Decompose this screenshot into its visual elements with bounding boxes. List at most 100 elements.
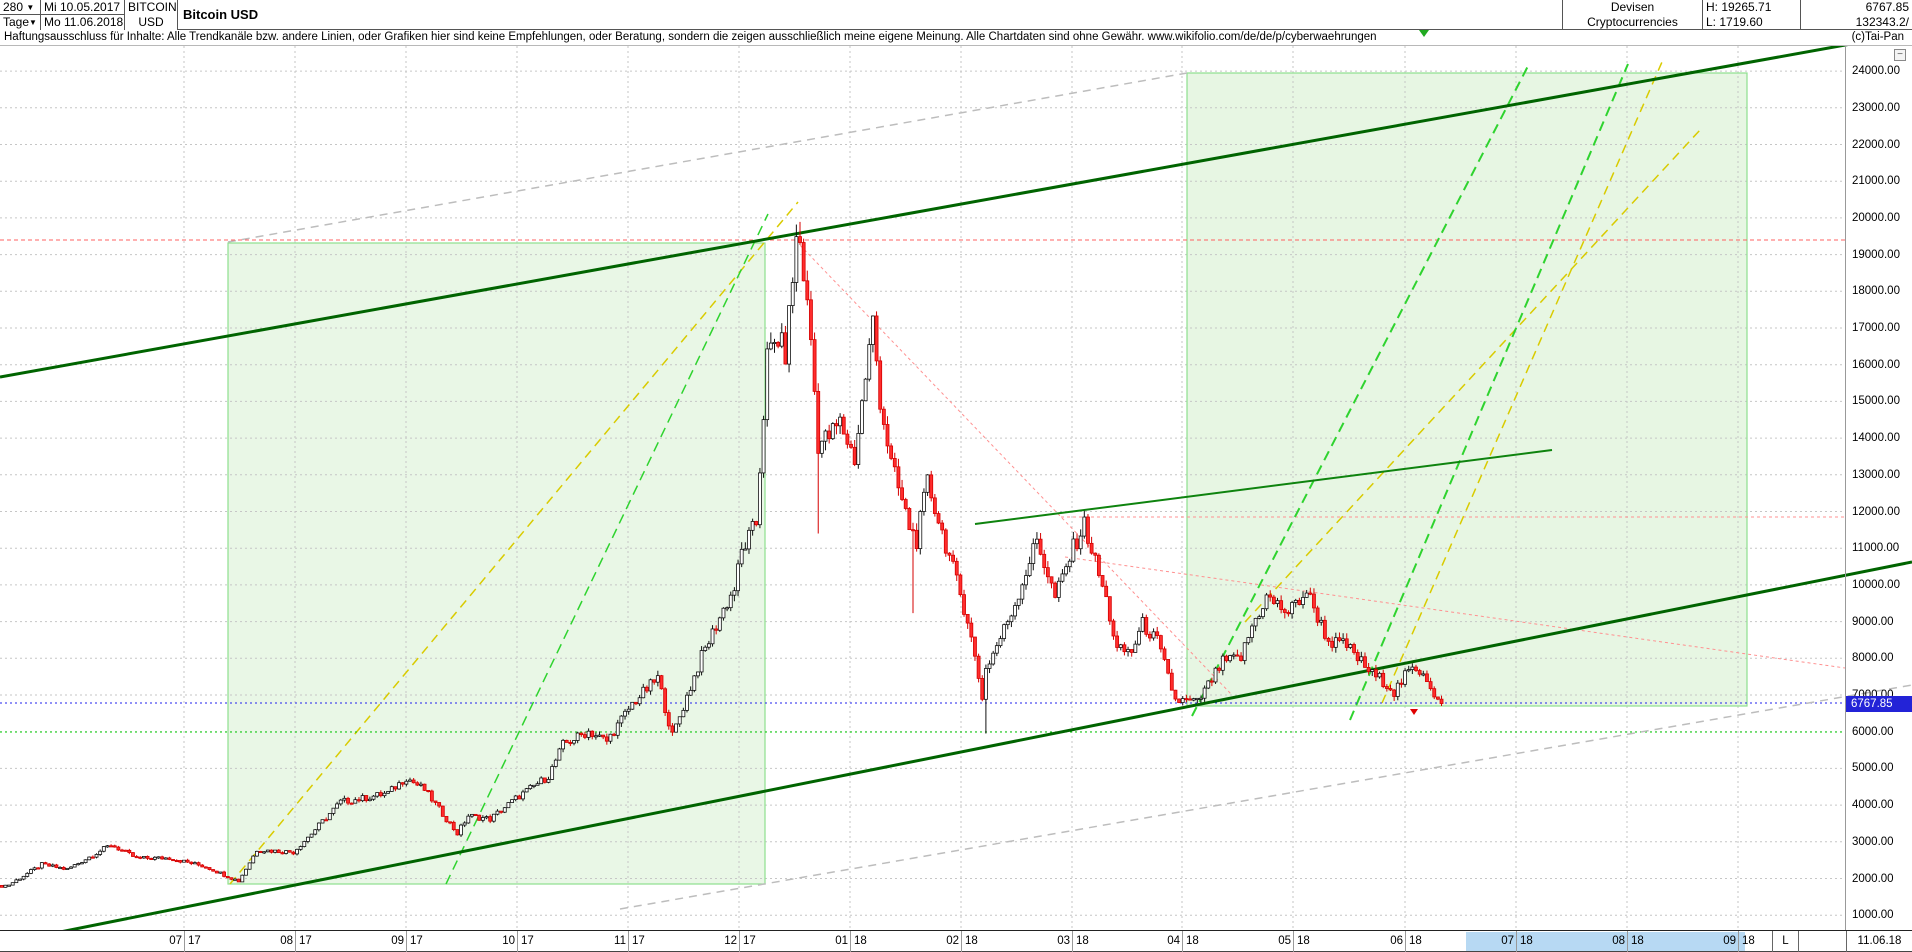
disclaimer-text: Haftungsausschluss für Inhalte: Alle Tre… <box>0 30 1912 46</box>
trend-zone-2018-border <box>1186 72 1748 707</box>
x-axis-tick <box>1072 931 1073 952</box>
date-to[interactable]: Mo 11.06.2018 <box>44 15 124 29</box>
gray-dashed-lower[interactable] <box>619 684 1912 910</box>
green-signal-triangle-icon <box>1419 30 1429 37</box>
x-axis-tick <box>850 931 851 952</box>
x-axis-month-label: 09 <box>1723 935 1736 947</box>
channel-lower-thick[interactable] <box>0 560 1912 944</box>
y-axis-label: 19000.00 <box>1852 248 1900 261</box>
x-axis-month-label: 11 <box>614 935 626 947</box>
x-axis-year-label: 17 <box>632 935 645 947</box>
y-axis-label: 14000.00 <box>1852 432 1900 445</box>
resistance-green-mid[interactable] <box>974 449 1553 525</box>
x-axis-month-label: 01 <box>835 935 848 947</box>
x-axis-year-label: 18 <box>1742 935 1755 947</box>
y-axis-label: 18000.00 <box>1852 285 1900 298</box>
y-axis-label: 21000.00 <box>1852 175 1900 188</box>
symbol-cell[interactable]: BITCOIN USD <box>125 0 178 30</box>
y-axis-label: 16000.00 <box>1852 358 1900 371</box>
bars-count-value: 280 <box>3 0 24 14</box>
x-axis-tick <box>517 931 518 952</box>
yellow-dashed-right-2[interactable] <box>1381 61 1663 704</box>
trend-zone-2017-border <box>227 242 766 885</box>
y-axis-label: 10000.00 <box>1852 578 1900 591</box>
date-from[interactable]: Mi 10.05.2017 <box>41 0 124 15</box>
y-axis-label: 1000.00 <box>1852 909 1894 922</box>
green-dashed-right-2[interactable] <box>1349 63 1629 721</box>
y-axis-label: 13000.00 <box>1852 468 1900 481</box>
y-axis-label: 15000.00 <box>1852 395 1900 408</box>
gray-dashed-upper[interactable] <box>227 72 1188 243</box>
last-bar-marker: L <box>1772 931 1799 952</box>
x-axis-month-label: 07 <box>169 935 182 947</box>
x-axis-month-label: 04 <box>1167 935 1180 947</box>
y-axis-label: 17000.00 <box>1852 322 1900 334</box>
category-group: Devisen <box>1610 0 1655 14</box>
x-axis-tick <box>184 931 185 952</box>
watermark-tai-pan: (c)Tai-Pan <box>1851 31 1904 43</box>
collapse-icon[interactable]: − <box>1894 49 1906 61</box>
x-axis-month-label: 05 <box>1278 935 1291 947</box>
x-axis-month-label: 10 <box>502 935 515 947</box>
yellow-dashed-right-1[interactable] <box>1244 129 1701 623</box>
chevron-down-icon: ▼ <box>29 18 37 27</box>
x-axis-month-label: 07 <box>1501 935 1514 947</box>
x-axis-year-label: 17 <box>521 935 534 947</box>
x-axis-tick <box>1516 931 1517 952</box>
high-low-cell: H: 19265.71 L: 1719.60 <box>1702 0 1800 30</box>
red-dashed-diag-shallow[interactable] <box>1064 556 1845 669</box>
period-dropdown[interactable]: Tage▼ <box>0 15 40 30</box>
range-high: H: 19265.71 <box>1706 0 1772 14</box>
x-axis-year-label: 17 <box>188 935 201 947</box>
last-price-cell: 6767.85 132343.2/ <box>1800 0 1912 30</box>
end-date-label: 11.06.18 <box>1846 931 1912 952</box>
symbol-currency: USD <box>138 15 164 29</box>
x-axis-tick <box>1182 931 1183 952</box>
x-axis-year-label: 18 <box>1297 935 1310 947</box>
y-axis-label: 3000.00 <box>1852 835 1894 848</box>
x-axis-tick <box>1293 931 1294 952</box>
category-cell: Devisen Cryptocurrencies <box>1562 0 1702 30</box>
red-signal-triangle-icon <box>1410 709 1418 715</box>
x-axis-year-label: 18 <box>1520 935 1533 947</box>
x-axis-year-label: 18 <box>1409 935 1422 947</box>
y-axis-label: 2000.00 <box>1852 872 1894 885</box>
x-axis-month-label: 08 <box>1612 935 1625 947</box>
y-axis-label: 6000.00 <box>1852 725 1894 738</box>
x-axis-tick <box>1405 931 1406 952</box>
future-range-highlight <box>1466 932 1745 951</box>
green-dashed-right-1[interactable] <box>1191 65 1529 717</box>
period-value: Tage <box>3 15 30 29</box>
x-axis: 07 17 08 17 09 17 10 17 11 17 12 17 01 18 02 18 03 18 04 18… <box>0 930 1912 952</box>
green-dashed-left[interactable] <box>445 213 769 885</box>
channel-upper-thick[interactable] <box>0 33 1912 379</box>
x-axis-tick <box>1627 931 1628 952</box>
y-axis-label: 11000.00 <box>1852 542 1900 555</box>
symbol-name: BITCOIN <box>128 0 177 14</box>
y-axis-label: 22000.00 <box>1852 138 1900 151</box>
x-axis-tick <box>961 931 962 952</box>
x-axis-month-label: 02 <box>946 935 959 947</box>
bars-period-cell: 280 ▼ Tage▼ <box>0 0 41 30</box>
x-axis-year-label: 18 <box>854 935 867 947</box>
x-axis-year-label: 17 <box>743 935 756 947</box>
x-axis-month-label: 03 <box>1057 935 1070 947</box>
y-axis-label: 23000.00 <box>1852 101 1900 114</box>
x-axis-year-label: 18 <box>1631 935 1644 947</box>
x-axis-tick <box>628 931 629 952</box>
y-axis-label: 5000.00 <box>1852 762 1894 775</box>
y-axis-label: 24000.00 <box>1852 65 1900 78</box>
x-axis-month-label: 06 <box>1390 935 1403 947</box>
y-axis-separator <box>1845 46 1846 930</box>
x-axis-month-label: 08 <box>280 935 293 947</box>
bars-count-dropdown[interactable]: 280 ▼ <box>0 0 40 15</box>
red-dashed-diag-steep[interactable] <box>795 240 1233 696</box>
y-axis-label: 9000.00 <box>1852 615 1894 628</box>
yellow-dashed-left[interactable] <box>229 201 799 885</box>
x-axis-month-label: 12 <box>724 935 737 947</box>
y-axis-label: 20000.00 <box>1852 211 1900 224</box>
chart-title: Bitcoin USD <box>183 7 259 22</box>
secondary-value: 132343.2/ <box>1855 15 1909 29</box>
